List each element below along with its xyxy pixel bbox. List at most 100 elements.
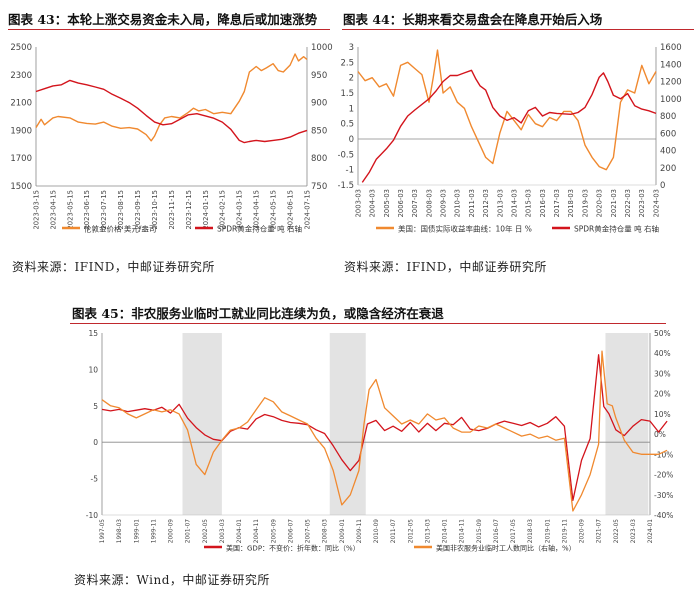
series-line-0	[101, 354, 668, 502]
x-tick-label: 2020-09	[580, 519, 586, 544]
y-right-tick-label: -30%	[654, 491, 673, 500]
y-left-tick-label: -0.5	[338, 150, 354, 160]
x-tick-label: 2023-03	[631, 519, 637, 544]
x-tick-label: 2018-03	[567, 189, 575, 217]
y-right-tick-label: 800	[311, 154, 327, 164]
y-left-tick-label: 2500	[10, 43, 32, 53]
x-tick-label: 2019-11	[562, 519, 568, 544]
y-left-tick-label: 10	[88, 365, 98, 374]
y-right-tick-label: 800	[660, 112, 676, 122]
x-tick-label: 2022-03	[624, 189, 632, 217]
series-line-1	[35, 79, 308, 144]
y-left-tick-label: 2300	[10, 71, 32, 81]
x-tick-label: 2008-03	[323, 519, 329, 544]
recession-band-2	[605, 333, 649, 515]
x-tick-label: 2019-01	[545, 519, 551, 544]
x-tick-label: 2015-09	[477, 519, 483, 544]
x-tick-label: 2009-11	[357, 519, 363, 544]
x-tick-label: 2024-03-15	[236, 190, 244, 230]
legend-label-1: 美国非农服务业临时工人数同比（右轴，%）	[436, 544, 576, 553]
y-left-tick-label: 0	[93, 438, 98, 447]
y-right-tick-label: 750	[311, 182, 327, 192]
figure-43-title: 图表 43：本轮上涨交易资金未入局，降息后或加速涨势	[8, 12, 318, 27]
y-right-tick-label: 30%	[654, 369, 671, 378]
x-tick-label: 1998-03	[117, 519, 123, 544]
figure-45-source: 资料来源：Wind，中邮证券研究所	[74, 573, 270, 587]
x-tick-label: 2024-03	[652, 189, 660, 217]
x-tick-label: 1997-05	[100, 519, 106, 544]
x-tick-label: 2007-03	[411, 189, 419, 217]
x-tick-label: 2024-04-15	[253, 190, 261, 230]
series-line-1	[361, 69, 657, 183]
x-tick-label: 2006-07	[288, 519, 294, 544]
y-left-tick-label: 1	[349, 104, 354, 114]
x-tick-label: 2024-06-15	[286, 190, 294, 230]
x-tick-label: 2007-05	[306, 519, 312, 544]
x-tick-label: 2012-05	[408, 519, 414, 544]
y-left-tick-label: 15	[88, 329, 98, 338]
figure-45-title-rule	[70, 323, 666, 324]
y-right-tick-label: 1600	[660, 43, 682, 53]
x-tick-label: 2020-03	[596, 189, 604, 217]
x-tick-label: 2023-11-15	[168, 190, 176, 230]
x-tick-label: 2016-03	[539, 189, 547, 217]
x-tick-label: 2001-07	[186, 519, 192, 544]
x-tick-label: 2011-03	[468, 189, 476, 217]
x-tick-label: 2023-03	[638, 189, 646, 217]
real-yield-spdr-chart: -1.5 -1 -0.5 0 0.5 1 1.5 2 2.5 3 0 200 400 600 800 1000…	[338, 43, 682, 234]
series-line-0	[357, 49, 657, 171]
y-right-tick-label: -40%	[654, 511, 673, 520]
x-tick-label: 2005-09	[271, 519, 277, 544]
x-tick-label: 2017-03	[553, 189, 561, 217]
x-tick-label: 2003-03	[354, 189, 362, 217]
figure-45-title: 图表 45：非农服务业临时工就业同比连续为负，或隐含经济在衰退	[72, 306, 444, 321]
y-right-tick-label: 20%	[654, 390, 671, 399]
x-tick-label: 2015-03	[525, 189, 533, 217]
x-tick-label: 2013-03	[496, 189, 504, 217]
y-right-tick-label: 950	[311, 71, 327, 81]
gold-price-spdr-chart: 1500 1700 1900 2100 2300 2500 750 800 850 900 950 1…	[10, 43, 333, 234]
x-tick-label: 2009-01	[340, 519, 346, 544]
x-tick-label: 2017-05	[511, 519, 517, 544]
x-tick-label: 1999-11	[151, 519, 157, 544]
x-tick-label: 2004-11	[254, 519, 260, 544]
x-tick-label: 2023-04-15	[49, 190, 57, 230]
y-left-tick-label: 5	[93, 402, 98, 411]
y-right-tick-label: -10%	[654, 450, 673, 459]
x-tick-label: 2019-03	[581, 189, 589, 217]
x-tick-label: 2024-05-15	[270, 190, 278, 230]
y-right-tick-label: 1000	[660, 95, 682, 105]
figure-43-title-rule	[8, 29, 330, 30]
x-tick-label: 2024-02-15	[219, 190, 227, 230]
y-right-tick-label: 40%	[654, 349, 671, 358]
series-line-1	[101, 350, 668, 512]
figure-44-title-rule	[342, 29, 694, 30]
x-tick-label: 2024-01-15	[202, 190, 210, 230]
y-left-tick-label: 2	[349, 74, 354, 84]
x-tick-label: 2000-09	[169, 519, 175, 544]
legend-label-0: 伦敦金价格 美元/盎司	[84, 224, 156, 234]
x-tick-label: 2023-08-15	[117, 190, 125, 230]
x-tick-label: 2016-07	[494, 519, 500, 544]
x-tick-label: 2023-12-15	[185, 190, 193, 230]
x-tick-label: 2013-03	[425, 519, 431, 544]
x-tick-label: 2023-10-15	[151, 190, 159, 230]
x-tick-label: 2006-03	[397, 189, 405, 217]
legend-label-1: SPDR黄金持仓量 吨 右轴	[574, 224, 659, 234]
y-left-tick-label: 2100	[10, 99, 32, 109]
x-tick-label: 2014-01	[443, 519, 449, 544]
y-right-tick-label: -20%	[654, 471, 673, 480]
x-tick-label: 2012-03	[482, 189, 490, 217]
x-tick-label: 2009-03	[440, 189, 448, 217]
x-tick-label: 2010-09	[374, 519, 380, 544]
x-tick-label: 2011-07	[391, 519, 397, 544]
y-left-tick-label: 2.5	[340, 58, 354, 68]
x-tick-label: 2008-03	[425, 189, 433, 217]
y-left-tick-label: 1.5	[340, 89, 354, 99]
x-tick-label: 1999-01	[134, 519, 140, 544]
x-tick-label: 2023-07-15	[100, 190, 108, 230]
y-right-tick-label: 1000	[311, 43, 333, 53]
y-right-tick-label: 400	[660, 147, 676, 157]
y-right-tick-label: 1200	[660, 78, 682, 88]
legend-label-0: 美国：GDP：不变价：折年数：同比（%）	[226, 544, 360, 553]
